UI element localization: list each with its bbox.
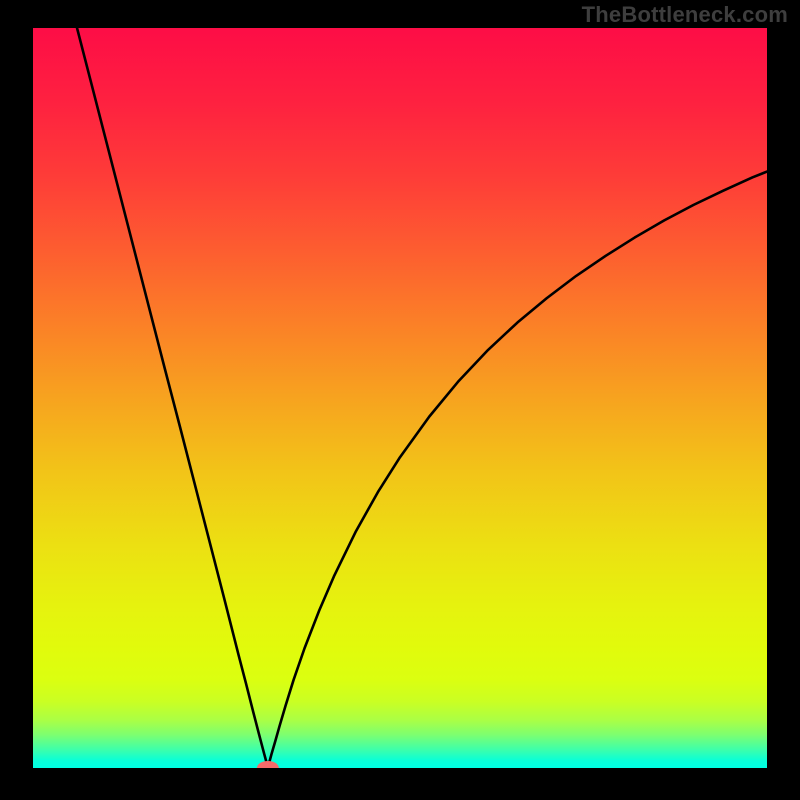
watermark-label: TheBottleneck.com: [582, 2, 788, 28]
bottleneck-chart: [0, 0, 800, 800]
gradient-background: [33, 28, 767, 768]
plot-area: [33, 28, 767, 775]
chart-stage: TheBottleneck.com: [0, 0, 800, 800]
